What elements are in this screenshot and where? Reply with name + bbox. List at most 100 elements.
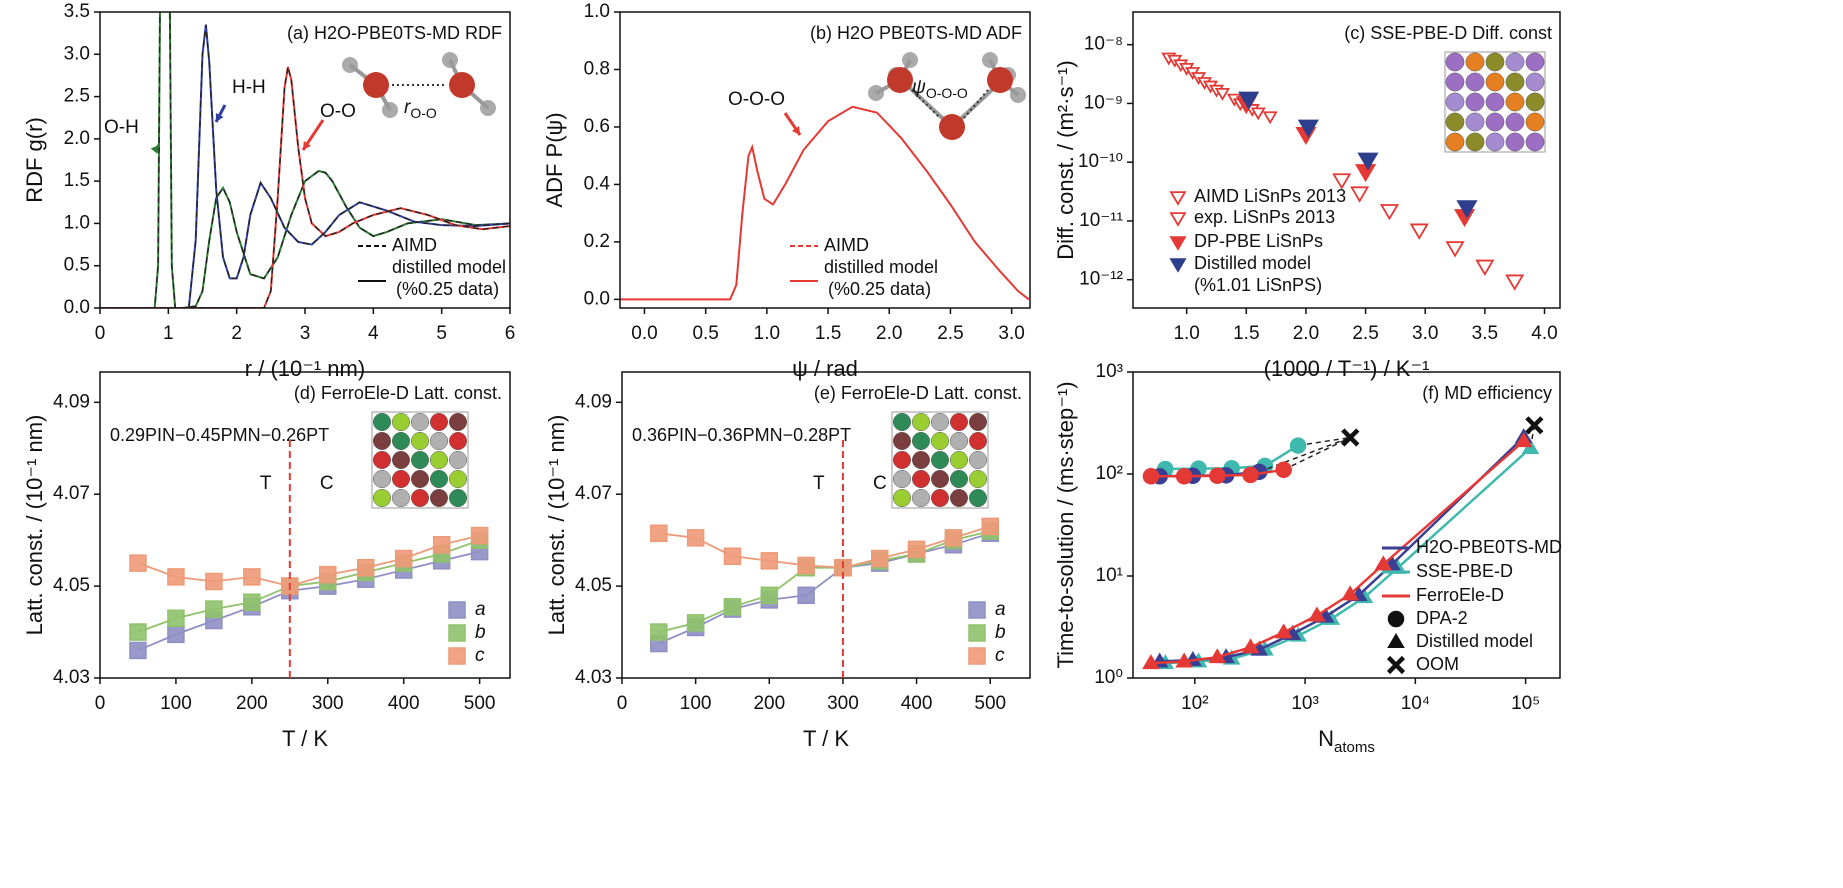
- atom: [893, 451, 911, 469]
- chart-title: (e) FerroEle-D Latt. const.: [814, 383, 1022, 403]
- x-tick-label: 200: [753, 693, 785, 714]
- phase-label: C: [873, 473, 887, 494]
- x-tick-label: 100: [160, 693, 192, 714]
- x-tick-label: 1.0: [754, 323, 780, 344]
- y-tick-label: 3.0: [64, 43, 90, 64]
- legend-label: OOM: [1416, 654, 1459, 674]
- arrow-head: [791, 126, 800, 135]
- atom: [411, 413, 429, 431]
- o-atom: [449, 72, 475, 98]
- x-tick-label: 3.5: [1472, 323, 1498, 344]
- cell: [371, 411, 469, 509]
- x-tick-label: 1.5: [1233, 323, 1259, 344]
- series-label: H-H: [232, 77, 266, 98]
- atom: [969, 489, 987, 507]
- x-tick-label: 200: [236, 693, 268, 714]
- plot-area: [650, 517, 999, 653]
- marker: [448, 647, 466, 665]
- subtitle: 0.29PIN−0.45PMN−0.26PT: [110, 425, 329, 445]
- y-axis-label: ADF P(ψ): [542, 112, 567, 207]
- angle: [911, 89, 941, 119]
- y-tick-label: 2.0: [64, 128, 90, 149]
- x-tick-label: 2.0: [1293, 323, 1319, 344]
- legend-label: a: [995, 599, 1006, 620]
- marker: [129, 554, 147, 572]
- cell: [891, 411, 989, 509]
- marker: [319, 565, 337, 584]
- y-tick-label: 4.03: [575, 667, 612, 688]
- series-line: [100, 66, 510, 308]
- atom: [392, 470, 410, 488]
- atom: [430, 451, 448, 469]
- atom: [931, 413, 949, 431]
- arrow-head: [303, 141, 311, 150]
- chart-title: (d) FerroEle-D Latt. const.: [294, 383, 502, 403]
- series-line: [658, 532, 991, 645]
- y-axis-label: RDF g(r): [22, 117, 47, 203]
- marker: [650, 524, 668, 543]
- y-tick-label: 10²: [1096, 463, 1123, 484]
- atom: [912, 470, 930, 488]
- x-tick-label: 10⁵: [1511, 693, 1540, 714]
- x-tick-label: 100: [680, 693, 712, 714]
- x-tick-label: 2: [231, 323, 242, 344]
- atom: [1485, 52, 1505, 72]
- atom: [1445, 72, 1465, 92]
- atom: [893, 413, 911, 431]
- inset-label-main: ψ: [912, 77, 926, 98]
- legend-label: c: [475, 645, 485, 666]
- marker: [1350, 186, 1370, 203]
- o-atom: [887, 67, 913, 93]
- o-atom: [363, 72, 389, 98]
- atom: [969, 451, 987, 469]
- marker: [1341, 585, 1359, 601]
- atom: [1485, 132, 1505, 152]
- y-axis-label: Time-to-solution / (ms·step⁻¹): [1053, 381, 1078, 668]
- atom: [931, 451, 949, 469]
- marker: [760, 586, 779, 605]
- atom: [950, 432, 968, 450]
- atom: [912, 432, 930, 450]
- y-tick-label: 4.09: [53, 391, 90, 412]
- y-axis-label: Latt. const. / (10⁻¹ nm): [22, 415, 47, 636]
- x-axis-label: ψ / rad: [792, 356, 858, 381]
- y-tick-label: 2.5: [64, 86, 90, 107]
- marker: [1355, 164, 1377, 183]
- legend-label: DP-PBE LiSnPs: [1194, 231, 1323, 251]
- legend-label: Distilled model: [1194, 253, 1311, 273]
- y-tick-label: 10⁻¹⁰: [1078, 151, 1123, 172]
- y-axis-label: Diff. const. / (m²·s⁻¹): [1053, 60, 1078, 259]
- atom: [950, 413, 968, 431]
- x-tick-label: 300: [312, 693, 344, 714]
- x-tick-label: 400: [388, 693, 420, 714]
- inset-label: ψO-O-O: [912, 77, 968, 101]
- x-axis-label-main: (1000 / T⁻¹) / K⁻¹: [1264, 356, 1430, 381]
- y-tick-label: 10⁻⁸: [1084, 34, 1123, 55]
- phase-label: T: [260, 473, 272, 494]
- atom: [1485, 112, 1505, 132]
- x-axis-label: (1000 / T⁻¹) / K⁻¹: [1264, 356, 1430, 381]
- x-tick-label: 400: [901, 693, 933, 714]
- marker: [723, 547, 742, 565]
- marker: [1357, 152, 1379, 171]
- y-tick-label: 4.07: [53, 483, 90, 504]
- marker: [968, 647, 986, 665]
- x-tick-label: 1.0: [1173, 323, 1199, 344]
- marker: [129, 623, 147, 641]
- y-tick-label: 4.05: [575, 575, 612, 596]
- marker: [205, 572, 223, 591]
- atom: [1465, 52, 1485, 72]
- atom: [430, 489, 448, 507]
- series-label: O-O-O: [728, 89, 785, 110]
- x-axis-label: Natoms: [1318, 726, 1375, 756]
- marker: [448, 624, 466, 642]
- y-tick-label: 0.4: [584, 173, 611, 194]
- marker: [1169, 258, 1187, 273]
- marker: [1242, 466, 1259, 484]
- chart-title: (a) H2O-PBE0TS-MD RDF: [287, 23, 502, 43]
- x-tick-label: 6: [505, 323, 516, 344]
- plot-frame: [621, 371, 1031, 679]
- legend-label: b: [995, 622, 1006, 643]
- atom: [373, 432, 391, 450]
- atom: [1505, 52, 1525, 72]
